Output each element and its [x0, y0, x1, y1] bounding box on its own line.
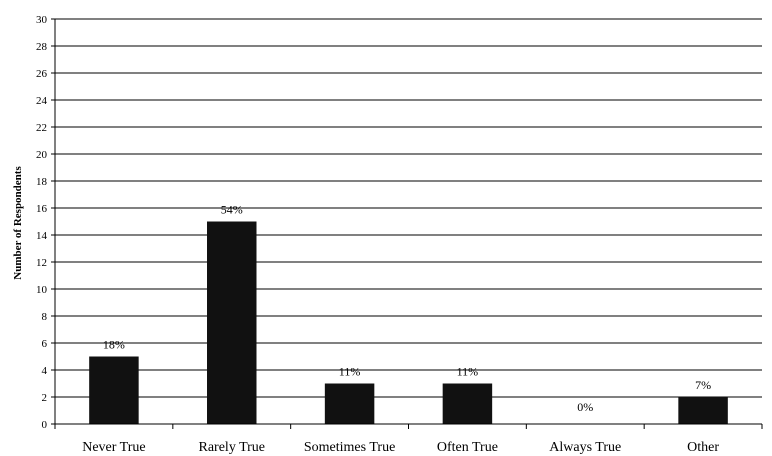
x-category-label: Often True	[437, 440, 498, 455]
data-label: 11%	[339, 365, 361, 379]
data-label: 54%	[221, 203, 243, 217]
y-tick-label: 16	[36, 203, 48, 215]
x-category-label: Sometimes True	[304, 440, 395, 455]
x-category-label: Other	[687, 440, 719, 455]
bar	[207, 221, 257, 424]
y-tick-label: 10	[36, 284, 48, 296]
y-tick-label: 20	[36, 149, 48, 161]
y-tick-label: 26	[36, 68, 48, 80]
y-tick-label: 18	[36, 176, 48, 188]
x-category-label: Rarely True	[199, 440, 266, 455]
gridlines	[55, 18, 762, 398]
x-axis-categories: Never True Rarely True Sometimes True Often…	[54, 424, 763, 455]
bar	[442, 383, 493, 424]
y-tick-label: 28	[36, 41, 48, 53]
y-tick-label: 12	[36, 257, 47, 269]
y-tick-label: 4	[42, 365, 48, 377]
axes	[54, 19, 762, 425]
y-tick-label: 8	[42, 311, 48, 323]
data-label: 11%	[457, 365, 479, 379]
bar	[678, 397, 728, 424]
bar	[89, 356, 139, 424]
data-labels: 18% 54% 11% 11% 0% 7%	[103, 203, 711, 415]
bar	[324, 383, 375, 424]
data-label: 0%	[577, 400, 593, 414]
y-tick-label: 6	[42, 338, 48, 350]
y-tick-label: 2	[42, 392, 48, 404]
x-category-label: Always True	[549, 440, 621, 455]
data-label: 7%	[695, 378, 711, 392]
bars	[89, 221, 728, 424]
y-tick-label: 30	[36, 14, 48, 26]
y-tick-label: 14	[36, 230, 48, 242]
data-label: 18%	[103, 338, 125, 352]
x-category-label: Never True	[82, 440, 145, 455]
y-tick-label: 24	[36, 95, 48, 107]
y-tick-label: 22	[36, 122, 47, 134]
y-tick-label: 0	[42, 419, 48, 431]
y-axis-label: Number of Respondents	[12, 166, 24, 280]
